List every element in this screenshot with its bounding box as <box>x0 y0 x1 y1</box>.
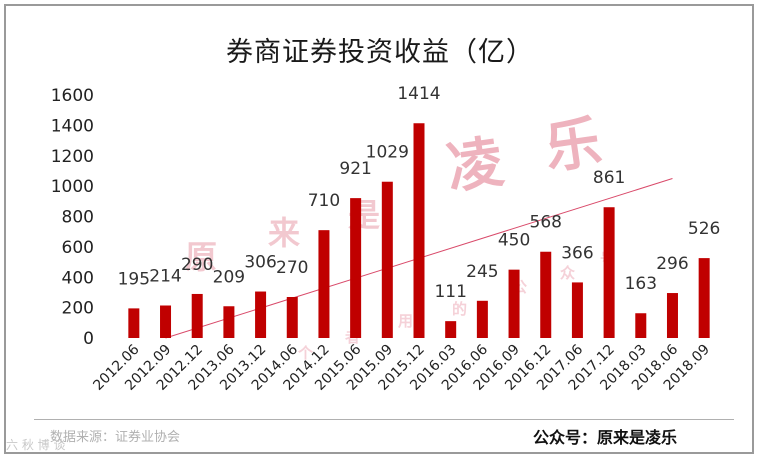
bar <box>381 181 393 338</box>
bar <box>318 230 330 338</box>
y-tick-label: 0 <box>83 329 94 349</box>
data-label: 209 <box>213 267 245 287</box>
data-label: 111 <box>434 282 466 302</box>
account-name: 公众号：原来是凌乐 <box>533 428 678 447</box>
data-label: 1029 <box>366 143 409 163</box>
watermark-char: 来 <box>268 214 300 252</box>
bar <box>413 123 425 338</box>
bar <box>508 269 520 338</box>
y-tick-label: 200 <box>62 299 94 319</box>
x-axis: 2012.062012.092012.122013.062013.122014.… <box>90 341 713 393</box>
data-label: 270 <box>276 258 308 278</box>
y-tick-label: 400 <box>62 268 94 288</box>
bar <box>571 282 583 338</box>
data-label: 214 <box>149 266 181 286</box>
source-note: 数据来源：证券业协会 <box>50 430 181 445</box>
watermark-char: 众 <box>560 264 575 282</box>
bar <box>128 308 140 338</box>
bar <box>666 293 678 338</box>
data-label: 296 <box>656 254 688 274</box>
y-tick-label: 1600 <box>51 86 94 106</box>
data-label: 710 <box>308 191 340 211</box>
watermark-char: 用 <box>398 312 413 330</box>
bar <box>603 207 615 338</box>
y-tick-label: 1400 <box>51 116 94 136</box>
chart-title: 券商证券投资收益（亿） <box>226 37 534 68</box>
data-label: 366 <box>561 243 593 263</box>
data-label: 290 <box>181 255 213 275</box>
watermark-char: 个 <box>297 344 314 362</box>
bar <box>255 291 267 338</box>
y-tick-label: 800 <box>62 208 94 228</box>
y-tick-label: 1000 <box>51 177 94 197</box>
y-tick-label: 600 <box>62 238 94 258</box>
bar <box>350 198 362 338</box>
data-label: 195 <box>118 269 150 289</box>
data-label: 861 <box>593 168 625 188</box>
bar <box>540 251 552 338</box>
y-axis: 0 200 400 600 800 1000 1200 1400 1600 <box>51 86 94 349</box>
bar <box>698 258 710 338</box>
bar <box>445 321 457 338</box>
data-label: 450 <box>498 231 530 251</box>
bar <box>223 306 235 338</box>
data-label: 1414 <box>397 84 440 104</box>
y-tick-label: 1200 <box>51 147 94 167</box>
bar <box>191 293 203 338</box>
bar <box>635 313 647 338</box>
watermark-char: 凌 <box>443 129 508 202</box>
chart-frame <box>4 4 754 454</box>
bar <box>286 296 298 338</box>
data-label: 163 <box>625 274 657 294</box>
bar <box>160 305 172 338</box>
watermark-char: 的 <box>452 300 467 318</box>
data-label: 526 <box>688 219 720 239</box>
data-label: 306 <box>244 253 276 273</box>
watermark-char: 乐 <box>541 109 606 182</box>
footer-divider <box>34 419 734 420</box>
data-label: 245 <box>466 262 498 282</box>
bars <box>128 123 710 338</box>
data-label: 921 <box>339 159 371 179</box>
corner-watermark: 六 秋 博 谈 <box>6 438 66 452</box>
watermark: 凌乐原来是个者用的公众号 <box>185 109 615 362</box>
bar <box>476 300 488 338</box>
data-label: 568 <box>530 213 562 233</box>
watermark-char: 原 <box>185 238 217 276</box>
